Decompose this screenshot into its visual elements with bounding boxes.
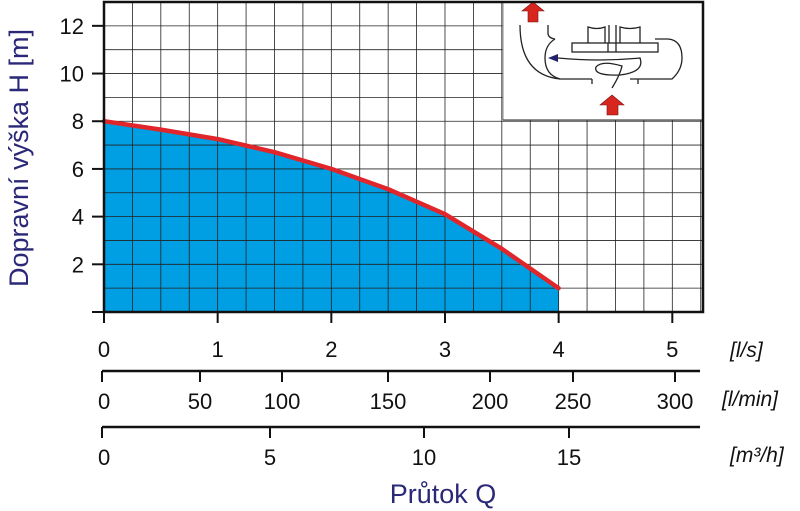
outlet-arrow-icon <box>521 1 545 23</box>
unit-ls: [l/s] <box>729 339 764 362</box>
x-tick-label-ls: 1 <box>212 337 224 362</box>
y-tick-label: 6 <box>72 157 84 182</box>
pump-curve <box>101 118 561 291</box>
x-tick-label: 0 <box>98 445 110 470</box>
axis-unit: [l/min] <box>721 388 779 411</box>
x-tick-label: 0 <box>98 389 110 414</box>
y-tick-label: 12 <box>60 14 84 39</box>
y-tick-label: 8 <box>72 109 84 134</box>
y-axis-title: Dopravní výška H [m] <box>4 29 34 287</box>
x-tick-label: 5 <box>264 445 276 470</box>
x-tick-label: 100 <box>264 389 301 414</box>
pump-diagram-inset <box>502 1 702 121</box>
y-tick-label: 4 <box>72 205 84 230</box>
y-tick-label: 2 <box>72 252 84 277</box>
axis-unit: [m³/h] <box>729 444 785 467</box>
x-tick-label: 150 <box>370 389 407 414</box>
inlet-arrow-icon <box>599 94 625 116</box>
x-tick-label-ls: 2 <box>325 337 337 362</box>
x-tick-label: 250 <box>555 389 592 414</box>
x-tick-label: 10 <box>412 445 436 470</box>
x-tick-label-ls: 3 <box>439 337 451 362</box>
x-tick-label-ls: 0 <box>98 337 110 362</box>
x-tick-label-ls: 4 <box>553 337 565 362</box>
plot-frame <box>102 0 705 314</box>
plot-area <box>101 2 703 312</box>
x-tick-label: 200 <box>472 389 509 414</box>
x-tick-label: 300 <box>657 389 694 414</box>
x-axis-title: Průtok Q <box>390 479 497 509</box>
x-tick-label-ls: 5 <box>666 337 678 362</box>
x-tick-label: 15 <box>557 445 581 470</box>
y-tick-label: 10 <box>60 62 84 87</box>
x-tick-label: 50 <box>188 389 212 414</box>
